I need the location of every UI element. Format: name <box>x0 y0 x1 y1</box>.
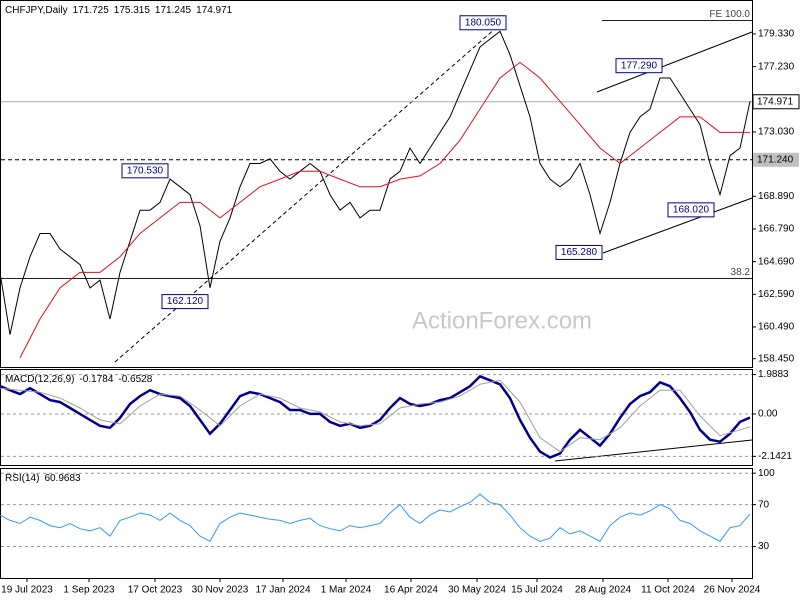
y-tick-label: 177.230 <box>758 61 795 72</box>
pivot-label: 177.290 <box>621 60 658 71</box>
x-tick-label: 1 Sep 2023 <box>63 585 115 596</box>
y-tick-label: 70 <box>758 499 770 510</box>
macd-trend-line <box>554 439 753 462</box>
x-tick-label: 19 Jul 2023 <box>1 585 53 596</box>
x-tick-label: 26 Nov 2024 <box>704 585 761 596</box>
x-tick-label: 30 May 2024 <box>448 585 506 596</box>
pivot-box <box>459 15 507 31</box>
header-value: 171.725 <box>73 5 110 16</box>
level-label: 171.240 <box>757 154 794 165</box>
y-tick-label: 0.00 <box>758 409 778 420</box>
level-box <box>752 94 800 110</box>
y-tick-label: 162.590 <box>758 289 795 300</box>
price-panel <box>0 0 753 368</box>
y-tick-label: 100 <box>758 468 775 479</box>
x-tick-label: 30 Nov 2023 <box>192 585 249 596</box>
x-tick-label: 16 Apr 2024 <box>384 585 438 596</box>
header-value: -0.6528 <box>118 374 152 385</box>
header-title: MACD(12,26,9) <box>5 374 74 385</box>
pivot-box <box>555 244 603 260</box>
panel-header: MACD(12,26,9) -0.1784 -0.6528 <box>5 374 153 385</box>
y-tick-label: 164.690 <box>758 256 795 267</box>
level-label: 174.971 <box>757 96 794 107</box>
header-title: CHFJPY,Daily <box>5 5 68 16</box>
pivot-label: 165.280 <box>561 247 598 258</box>
series-line <box>19 61 750 359</box>
watermark: ActionForex.com <box>412 307 592 334</box>
pivot-box <box>615 58 663 74</box>
level-box <box>753 152 799 167</box>
header-title: RSI(14) <box>5 473 39 484</box>
pivot-label: 180.050 <box>465 17 502 28</box>
y-tick-label: 173.030 <box>758 127 795 138</box>
y-tick-label: 168.890 <box>758 191 795 202</box>
header-value: -0.1784 <box>79 374 113 385</box>
y-tick-label: 1.9883 <box>758 369 789 380</box>
pivot-label: 168.020 <box>673 204 710 215</box>
x-tick-label: 17 Jan 2024 <box>255 585 310 596</box>
x-tick-label: 1 Mar 2024 <box>321 585 372 596</box>
series-line <box>0 493 751 542</box>
y-tick-label: 160.490 <box>758 322 795 333</box>
y-tick-label: 179.330 <box>758 29 795 40</box>
x-tick-label: 28 Aug 2024 <box>575 585 632 596</box>
panel-header: RSI(14) 60.9683 <box>5 473 81 484</box>
series-line <box>0 379 751 453</box>
pivot-label: 170.530 <box>127 165 164 176</box>
header-value: 60.9683 <box>44 473 81 484</box>
fib-label: 38.2 <box>731 267 751 278</box>
channel-line <box>602 197 753 254</box>
y-tick-label: 158.450 <box>758 353 795 364</box>
y-tick-label: -2.1421 <box>758 451 792 462</box>
rsi-panel <box>0 468 753 579</box>
channel-line <box>596 31 753 93</box>
x-tick-label: 15 Jul 2024 <box>511 585 563 596</box>
x-tick-label: 11 Oct 2024 <box>641 585 695 596</box>
y-tick-label: 30 <box>758 541 770 552</box>
pivot-box <box>121 163 169 179</box>
header-value: 174.971 <box>196 5 233 16</box>
series-line <box>0 374 751 459</box>
pivot-label: 162.120 <box>167 296 204 307</box>
series-line <box>0 30 751 335</box>
header-value: 171.245 <box>155 5 192 16</box>
x-tick-label: 17 Oct 2023 <box>128 585 183 596</box>
header-value: 175.315 <box>114 5 151 16</box>
macd-panel <box>0 369 753 466</box>
pivot-box <box>161 294 209 310</box>
y-tick-label: 166.790 <box>758 224 795 235</box>
pivot-box <box>667 202 715 218</box>
fib-label: FE 100.0 <box>709 9 750 20</box>
panel-header: CHFJPY,Daily 171.725 175.315 171.245 174.971 <box>5 5 233 16</box>
